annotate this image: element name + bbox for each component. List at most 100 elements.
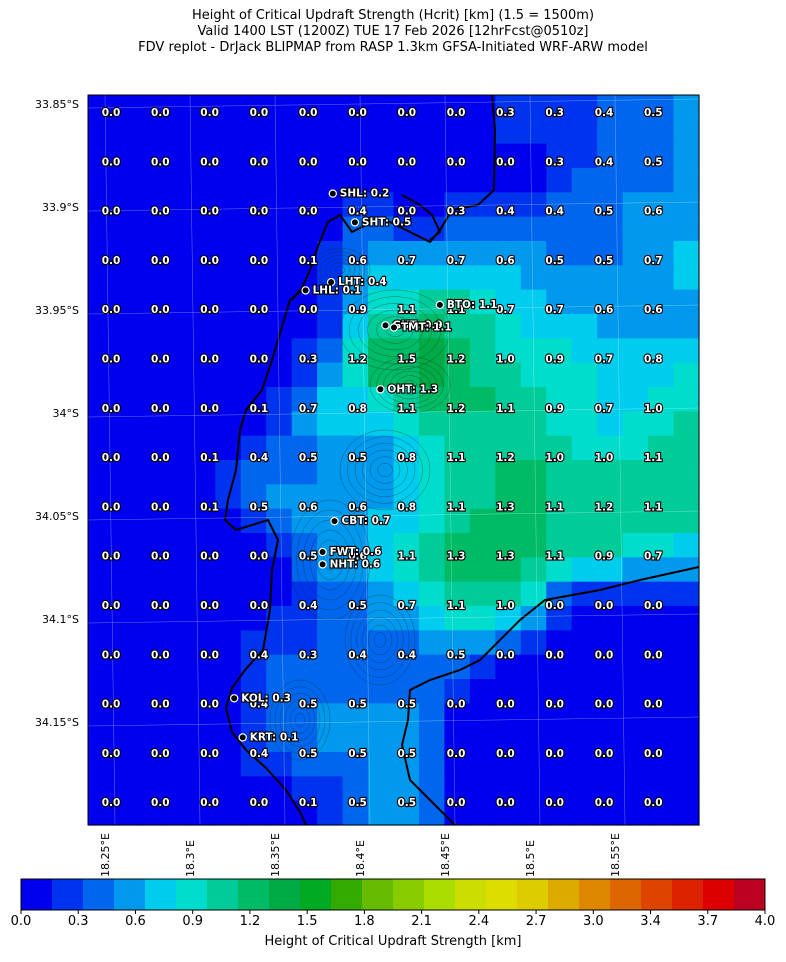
value-cell [673, 387, 700, 412]
value-cell [215, 362, 242, 388]
site-marker [330, 516, 339, 526]
grid-value-label: 0.0 [595, 649, 614, 661]
grid-value-label: 0.7 [644, 255, 663, 267]
value-cell [418, 265, 446, 291]
value-cell [571, 533, 598, 558]
value-cell [291, 411, 318, 437]
value-cell [673, 800, 700, 826]
value-cell [342, 411, 369, 437]
value-cell [113, 387, 140, 412]
grid-value-label: 1.0 [496, 600, 515, 612]
value-cell [546, 143, 573, 169]
value-cell [444, 630, 471, 656]
colorbar-segment [83, 879, 115, 910]
value-cell [648, 703, 675, 729]
value-cell [546, 752, 573, 777]
coastline-path [400, 566, 700, 826]
value-cell [673, 654, 700, 680]
value-cell [291, 533, 318, 558]
value-cell [597, 460, 624, 485]
colorbar-segment [362, 879, 394, 910]
value-cell [88, 289, 115, 315]
value-cell [138, 606, 165, 631]
longitude-label: 18.55°E [609, 833, 622, 877]
value-cell [138, 484, 165, 510]
value-cell [317, 654, 344, 680]
value-cell [317, 119, 344, 145]
value-cells [88, 95, 700, 826]
contour-line [324, 258, 356, 282]
longitude-label: 18.4°E [354, 840, 367, 877]
value-cell [444, 606, 471, 631]
contour-line [350, 602, 410, 678]
value-cell [291, 192, 318, 218]
value-cell [393, 581, 420, 607]
value-cell [113, 435, 140, 461]
contour-line [296, 509, 364, 611]
value-cell [673, 484, 700, 510]
value-cell [469, 557, 496, 583]
latitude-label: 33.9°S [42, 201, 79, 214]
value-cell [291, 143, 318, 169]
grid-value-label: 0.0 [496, 699, 515, 711]
longitude-label: 18.3°E [184, 840, 197, 877]
grid-value-label: 0.0 [102, 255, 121, 267]
colorbar-tick-label: 1.2 [239, 914, 261, 929]
value-cell [393, 338, 420, 364]
value-cell [215, 168, 242, 193]
value-cell [138, 338, 165, 364]
colorbar-tick-label: 0.6 [125, 914, 146, 929]
value-cell [673, 216, 700, 242]
site-label: TMT: 1.1 [401, 321, 452, 333]
value-cell [597, 752, 624, 777]
value-cell [622, 338, 649, 364]
value-cell [317, 484, 344, 510]
value-cell [673, 241, 700, 266]
value-cell [418, 727, 446, 753]
value-cell [138, 460, 165, 485]
value-cell [622, 387, 649, 412]
value-cell [189, 387, 216, 412]
value-cell [520, 241, 547, 266]
value-cell [673, 314, 700, 339]
grid-value-label: 0.0 [102, 699, 121, 711]
value-cell [469, 776, 496, 802]
value-cell [138, 630, 165, 656]
value-cell [597, 557, 624, 583]
value-cell [648, 289, 675, 315]
grid-value-label: 1.3 [496, 501, 515, 513]
value-cell [164, 362, 191, 388]
value-cell [291, 338, 318, 364]
value-cell [317, 241, 344, 266]
grid-value-label: 0.4 [299, 600, 318, 612]
value-cell [648, 727, 675, 753]
value-cell [317, 168, 344, 193]
value-cell [164, 703, 191, 729]
value-cell [546, 362, 573, 388]
site-label: NHT: 0.6 [330, 558, 381, 570]
value-cell [240, 557, 267, 583]
value-cell [418, 387, 446, 412]
contour-line [303, 519, 357, 601]
value-cell [469, 216, 496, 242]
coastline-path [223, 94, 497, 826]
value-cell [138, 411, 165, 437]
value-cell [215, 95, 242, 120]
parallel-line [87, 201, 700, 212]
value-cell [469, 581, 496, 607]
value-cell [368, 411, 395, 437]
value-cell [266, 630, 293, 656]
site-label: GUT: 0.9 [393, 319, 443, 331]
colorbar-segment [455, 879, 487, 910]
value-cell [164, 776, 191, 802]
value-cell [342, 800, 369, 826]
value-cell [546, 192, 573, 218]
grid-value-label: 0.7 [595, 403, 614, 415]
value-cell [648, 533, 675, 558]
grid-value-label: 0.0 [348, 107, 367, 119]
colorbar-tick-label: 0.9 [182, 914, 204, 929]
value-cell [520, 703, 547, 729]
value-cell [622, 654, 649, 680]
grid-value-label: 0.6 [496, 255, 515, 267]
grid-value-label: 0.6 [299, 501, 318, 513]
